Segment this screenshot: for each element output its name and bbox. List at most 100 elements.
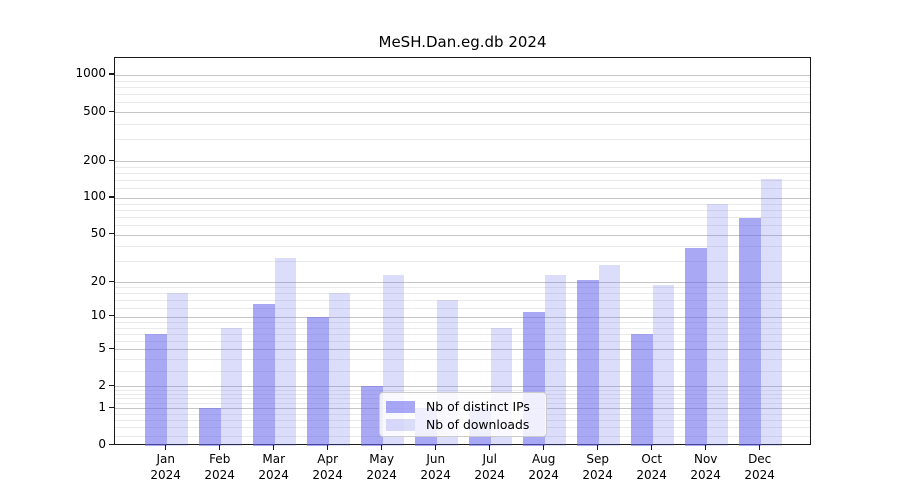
major-gridline: [115, 386, 810, 388]
major-gridline: [115, 234, 810, 236]
major-gridline: [115, 282, 810, 284]
y-tick-label: 500: [83, 103, 106, 118]
year-label: 2024: [366, 467, 397, 482]
y-tick-mark: [109, 315, 114, 317]
month-label: Jul: [482, 452, 497, 466]
minor-gridline: [115, 327, 810, 329]
y-tick-label: 5: [98, 340, 106, 355]
month-label: Apr: [317, 452, 339, 466]
bar-downloads-aug: [544, 274, 567, 447]
bar-downloads-nov: [706, 203, 729, 447]
month-label: Aug: [531, 452, 556, 466]
y-tick-label: 200: [83, 152, 106, 167]
month-label: May: [369, 452, 395, 466]
bar-downloads-apr: [328, 293, 351, 447]
y-tick-mark: [109, 384, 114, 387]
year-label: 2024: [150, 467, 181, 482]
minor-gridline: [115, 166, 810, 168]
x-tick-mark: [705, 444, 707, 450]
y-tick-label: 1000: [75, 66, 106, 81]
x-tick-label-oct: Oct 2024: [622, 452, 682, 483]
x-tick-label-jun: Jun 2024: [406, 452, 466, 483]
y-tick-mark: [109, 73, 114, 75]
year-label: 2024: [474, 467, 505, 482]
minor-gridline: [115, 180, 810, 182]
year-label: 2024: [420, 467, 451, 482]
year-label: 2024: [690, 467, 721, 482]
x-tick-label-dec: Dec 2024: [730, 452, 790, 483]
month-label: Dec: [748, 452, 772, 466]
y-tick-mark: [109, 233, 114, 235]
x-tick-mark: [165, 444, 167, 450]
y-tick-label: 0: [98, 436, 106, 451]
legend-label-ips: Nb of distinct IPs: [426, 399, 530, 414]
minor-gridline: [115, 224, 810, 226]
legend-swatch-downloads-icon: [386, 418, 415, 431]
minor-gridline: [115, 287, 810, 289]
x-tick-label-feb: Feb 2024: [190, 452, 250, 483]
plot-area: [114, 57, 811, 447]
x-tick-mark: [759, 444, 761, 450]
legend-swatch-ips-icon: [386, 400, 415, 413]
x-tick-label-sep: Sep 2024: [568, 452, 628, 483]
major-gridline: [115, 112, 810, 114]
bar-ips-jan: [145, 333, 167, 447]
x-tick-mark: [273, 444, 275, 450]
month-label: Oct: [641, 452, 663, 466]
chart-title: MeSH.Dan.eg.db 2024: [378, 33, 547, 51]
bar-downloads-feb: [220, 327, 243, 447]
bar-ips-nov: [685, 247, 707, 447]
year-label: 2024: [312, 467, 343, 482]
y-tick-label: 2: [98, 377, 106, 392]
x-tick-mark: [381, 444, 383, 450]
minor-gridline: [115, 216, 810, 218]
year-label: 2024: [204, 467, 235, 482]
bar-downloads-mar: [274, 257, 297, 447]
y-tick-mark: [109, 280, 114, 282]
minor-gridline: [115, 261, 810, 263]
minor-gridline: [115, 209, 810, 211]
minor-gridline: [115, 102, 810, 104]
bar-downloads-dec: [760, 179, 783, 447]
major-gridline: [115, 316, 810, 318]
year-label: 2024: [744, 467, 775, 482]
x-tick-mark: [651, 444, 653, 450]
y-tick-mark: [109, 347, 114, 349]
month-label: Nov: [693, 452, 718, 466]
x-tick-mark: [435, 444, 437, 450]
y-tick-label: 50: [90, 226, 106, 241]
minor-gridline: [115, 321, 810, 323]
minor-gridline: [115, 359, 810, 361]
x-tick-mark: [489, 444, 491, 450]
minor-gridline: [115, 86, 810, 88]
minor-gridline: [115, 80, 810, 82]
bar-ips-apr: [307, 316, 329, 447]
year-label: 2024: [636, 467, 667, 482]
minor-gridline: [115, 340, 810, 342]
bar-ips-sep: [577, 279, 599, 447]
x-tick-mark: [543, 444, 545, 450]
month-label: Mar: [262, 452, 285, 466]
legend: Nb of distinct IPs Nb of downloads: [379, 392, 547, 437]
x-tick-label-nov: Nov 2024: [676, 452, 736, 483]
major-gridline: [115, 74, 810, 76]
year-label: 2024: [582, 467, 613, 482]
month-label: Feb: [209, 452, 231, 466]
month-label: Jun: [426, 452, 446, 466]
x-tick-label-jul: Jul 2024: [460, 452, 520, 483]
minor-gridline: [115, 307, 810, 309]
minor-gridline: [115, 333, 810, 335]
minor-gridline: [115, 94, 810, 96]
bar-downloads-jan: [166, 293, 189, 447]
x-tick-label-mar: Mar 2024: [244, 452, 304, 483]
bar-ips-oct: [631, 333, 653, 447]
y-tick-label: 100: [83, 189, 106, 204]
legend-item-ips: Nb of distinct IPs: [386, 398, 538, 415]
minor-gridline: [115, 172, 810, 174]
minor-gridline: [115, 203, 810, 205]
year-label: 2024: [528, 467, 559, 482]
major-gridline: [115, 349, 810, 351]
major-gridline: [115, 197, 810, 199]
y-tick-label: 20: [90, 273, 106, 288]
